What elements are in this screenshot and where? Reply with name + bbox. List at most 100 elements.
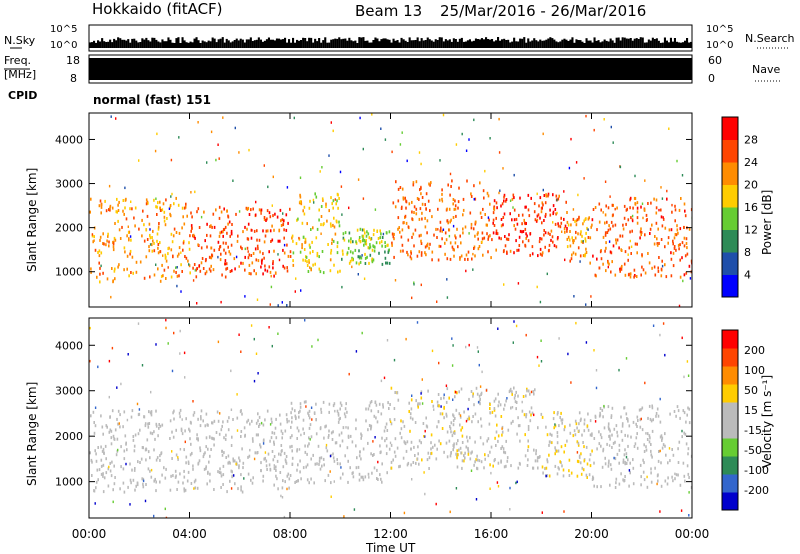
data-cell [636, 210, 639, 214]
data-cell [551, 433, 553, 437]
data-cell [145, 202, 148, 206]
scatter-point [512, 341, 514, 344]
data-cell [590, 225, 592, 229]
data-cell [606, 231, 609, 234]
data-cell [677, 447, 679, 451]
data-cell [291, 463, 294, 466]
data-cell [552, 204, 555, 208]
data-cell [546, 474, 549, 478]
data-cell [651, 429, 654, 433]
data-cell [451, 434, 454, 438]
scatter-point [233, 474, 235, 477]
data-cell [670, 274, 673, 278]
data-cell [278, 452, 280, 456]
data-cell [260, 469, 262, 472]
data-cell [246, 420, 248, 424]
data-cell [164, 476, 167, 480]
data-cell [531, 411, 534, 415]
data-cell [182, 248, 184, 252]
scatter-point [517, 282, 520, 285]
data-cell [548, 443, 550, 447]
scatter-point [351, 265, 353, 269]
data-cell [119, 425, 121, 429]
data-cell [480, 417, 482, 421]
noise-bar [101, 38, 104, 48]
noise-bar [388, 39, 391, 48]
noise-panel-frame [88, 24, 693, 52]
scatter-point [420, 185, 422, 189]
data-cell [630, 216, 632, 220]
data-cell [380, 232, 382, 236]
data-cell [658, 242, 660, 245]
data-cell [314, 192, 316, 196]
data-cell [369, 243, 371, 247]
data-cell [671, 448, 673, 451]
data-cell [514, 400, 517, 404]
data-cell [321, 250, 324, 253]
data-cell [228, 416, 230, 420]
noise-bar [91, 42, 94, 48]
data-cell [529, 419, 532, 423]
noise-bar [515, 41, 518, 48]
data-cell [593, 461, 595, 465]
scatter-point [194, 190, 196, 194]
data-cell [416, 197, 419, 200]
data-cell [685, 242, 688, 245]
noise-bar [207, 40, 210, 48]
data-cell [568, 474, 571, 477]
data-cell [269, 467, 272, 471]
data-cell [410, 250, 412, 254]
data-cell [292, 239, 294, 243]
data-cell [325, 424, 327, 428]
data-cell [507, 428, 510, 432]
colorbar-tick-label: -100 [744, 464, 769, 477]
data-cell [479, 402, 481, 406]
noise-bar [631, 40, 634, 48]
data-cell [101, 449, 104, 453]
data-cell [183, 222, 186, 226]
data-cell [240, 430, 243, 433]
data-cell [655, 211, 658, 215]
data-cell [650, 453, 653, 457]
data-cell [386, 471, 388, 475]
scatter-point [170, 195, 172, 198]
scatter-point [149, 228, 151, 231]
noise-bar [103, 41, 106, 48]
data-cell [453, 442, 455, 446]
data-cell [90, 197, 92, 201]
data-cell [500, 459, 502, 463]
data-cell [612, 224, 614, 228]
data-cell [212, 268, 215, 272]
data-cell [359, 227, 362, 231]
scatter-point [110, 295, 112, 299]
data-cell [657, 269, 660, 273]
data-cell [264, 418, 266, 422]
data-cell [400, 235, 403, 239]
data-cell [495, 201, 498, 205]
data-cell [310, 457, 312, 461]
colorbar-tick-label: 50 [744, 384, 758, 397]
data-cell [415, 461, 417, 465]
data-cell [105, 243, 107, 247]
scatter-point [330, 495, 332, 498]
noise-bar [493, 41, 496, 48]
noise-bar [661, 42, 664, 48]
data-cell [329, 269, 332, 273]
scatter-point [333, 480, 335, 483]
data-cell [165, 467, 167, 471]
data-cell [608, 459, 610, 463]
data-cell [657, 459, 660, 463]
data-cell [299, 409, 301, 413]
noise-bar [597, 40, 600, 48]
data-cell [246, 207, 249, 211]
data-cell [513, 218, 516, 222]
data-cell [575, 230, 577, 234]
data-cell [630, 252, 632, 255]
data-cell [501, 433, 503, 437]
data-cell [255, 272, 257, 276]
data-cell [475, 458, 477, 462]
data-cell [187, 462, 190, 465]
data-cell [555, 212, 557, 216]
data-cell [625, 461, 628, 465]
data-cell [620, 472, 622, 476]
